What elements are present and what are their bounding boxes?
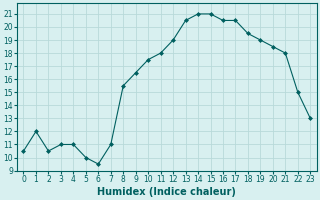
X-axis label: Humidex (Indice chaleur): Humidex (Indice chaleur)	[98, 187, 236, 197]
